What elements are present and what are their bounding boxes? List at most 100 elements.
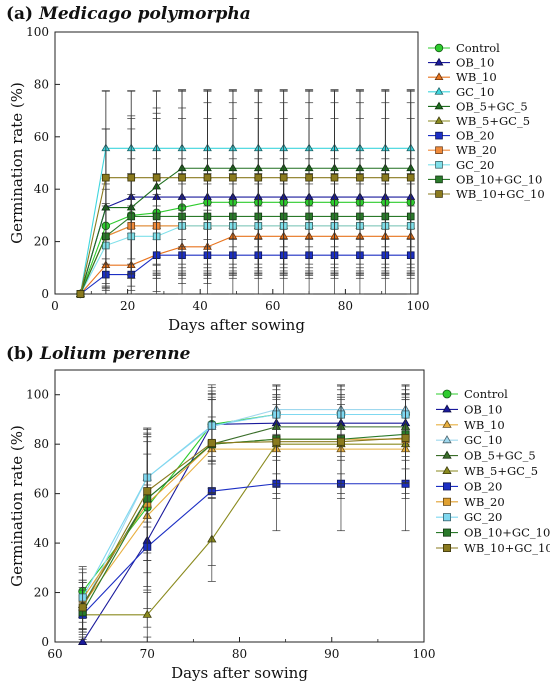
legend-marker xyxy=(442,528,451,537)
series-line xyxy=(82,483,406,616)
legend-label: Control xyxy=(464,387,508,401)
legend-entry: Control xyxy=(436,387,508,401)
series-a-gc-20 xyxy=(76,183,415,298)
panel-a-title: (a) Medicago polymorpha xyxy=(6,4,251,24)
legend-marker xyxy=(434,116,444,124)
data-point xyxy=(254,173,263,182)
legend-label: WB_20 xyxy=(456,143,497,157)
legend-label: WB_5+GC_5 xyxy=(456,114,530,128)
legend-entry: WB_10 xyxy=(436,418,505,432)
x-tick-label-a: 40 xyxy=(193,299,208,313)
series-line xyxy=(82,438,406,600)
y-tick-label-a: 0 xyxy=(41,287,49,301)
legend-label: WB_5+GC_5 xyxy=(464,464,538,478)
data-point xyxy=(406,173,415,182)
legend-label: GC_10 xyxy=(464,433,502,447)
legend-entry: OB_10 xyxy=(428,56,494,70)
panel-a-label: (a) xyxy=(6,4,33,24)
data-point xyxy=(207,438,216,447)
legend-entry: OB_20 xyxy=(428,129,494,143)
panel-a: (a) Medicago polymorpha 0 20 40 60 80 100 0 20 40… xyxy=(6,4,545,334)
legend-entry: OB_5+GC_5 xyxy=(436,449,536,463)
legend-marker xyxy=(434,72,444,81)
y-axis-label-b: Germination rate (%) xyxy=(8,425,26,587)
legend-marker xyxy=(434,101,444,110)
x-tick-label-b: 90 xyxy=(324,647,339,661)
y-tick-label-b: 0 xyxy=(41,635,49,649)
x-tick-label-a: 80 xyxy=(338,299,353,313)
series-line xyxy=(82,443,406,616)
y-tick-label-a: 80 xyxy=(34,77,49,91)
panel-b-species: Lolium perenne xyxy=(39,344,191,364)
legend-label: OB_10+GC_10 xyxy=(456,172,542,186)
x-tick-label-a: 20 xyxy=(120,299,135,313)
legend-marker xyxy=(442,419,452,428)
data-point xyxy=(229,173,237,182)
y-tick-label-b: 60 xyxy=(34,487,49,501)
plot-frame-b xyxy=(54,369,425,643)
legend-entry: GC_10 xyxy=(436,433,502,447)
series-line xyxy=(82,433,406,613)
series-line xyxy=(82,413,406,598)
legend-label: GC_20 xyxy=(456,158,494,172)
data-point xyxy=(381,173,390,182)
data-point xyxy=(102,173,110,182)
legend-marker xyxy=(435,160,443,169)
legend-marker xyxy=(434,57,444,66)
data-point xyxy=(203,173,212,182)
x-axis-label-a: Days after sowing xyxy=(168,316,305,334)
data-point xyxy=(76,290,85,298)
series-line xyxy=(79,225,411,295)
panel-b: (b) Lolium perenne 60 70 80 90 100 0 20 40 60 80 10… xyxy=(6,344,550,682)
legend-entry: WB_10+GC_10 xyxy=(436,541,550,555)
legend-marker xyxy=(435,175,443,184)
legend-marker xyxy=(442,389,452,399)
x-tick-label-a: 60 xyxy=(265,299,280,313)
plot-a: 0 20 40 60 80 100 0 20 40 60 80 100 Days after sowin… xyxy=(8,25,545,334)
legend-marker xyxy=(435,146,443,155)
data-point xyxy=(305,173,313,182)
legend-label: WB_10+GC_10 xyxy=(464,541,550,555)
series-line xyxy=(79,177,411,295)
legend-marker xyxy=(442,450,452,459)
legend-entry: WB_20 xyxy=(436,495,505,509)
series-a-wb-10-gc-10 xyxy=(76,90,415,298)
data-point xyxy=(178,173,186,182)
series-b-wb-20 xyxy=(78,394,410,629)
data-point xyxy=(127,173,136,182)
legend-entry: GC_20 xyxy=(428,158,494,172)
legend-marker xyxy=(442,404,452,413)
y-tick-label-b: 80 xyxy=(34,437,49,451)
legend-marker xyxy=(442,435,452,444)
legend-entry: GC_10 xyxy=(428,85,494,99)
data-point xyxy=(336,437,345,446)
legend-marker xyxy=(442,544,451,553)
legend-marker xyxy=(435,131,443,140)
data-point xyxy=(330,173,339,182)
legend-marker xyxy=(442,513,451,522)
x-tick-label-b: 70 xyxy=(140,647,155,661)
y-tick-label-b: 40 xyxy=(34,536,49,550)
legend-marker xyxy=(442,497,451,506)
series-line xyxy=(79,201,411,295)
series-line xyxy=(82,448,406,606)
legend-label: Control xyxy=(456,41,500,55)
legend-label: OB_10 xyxy=(464,402,502,416)
legend-marker xyxy=(434,86,444,95)
series-line xyxy=(82,422,406,643)
series-b-gc-10 xyxy=(78,384,411,633)
legend-entry: Control xyxy=(428,41,500,55)
legend-entry: WB_5+GC_5 xyxy=(428,114,530,128)
y-tick-label-a: 60 xyxy=(34,130,49,144)
series-line xyxy=(79,235,411,295)
series-line xyxy=(82,426,406,606)
data-point xyxy=(272,437,281,446)
data-point xyxy=(142,609,152,618)
series-line xyxy=(79,215,411,295)
y-tick-label-b: 100 xyxy=(26,388,49,402)
panel-b-title: (b) Lolium perenne xyxy=(6,344,191,364)
legend-entry: GC_20 xyxy=(436,510,502,524)
data-point xyxy=(356,173,364,182)
legend-entry: OB_5+GC_5 xyxy=(428,99,528,113)
